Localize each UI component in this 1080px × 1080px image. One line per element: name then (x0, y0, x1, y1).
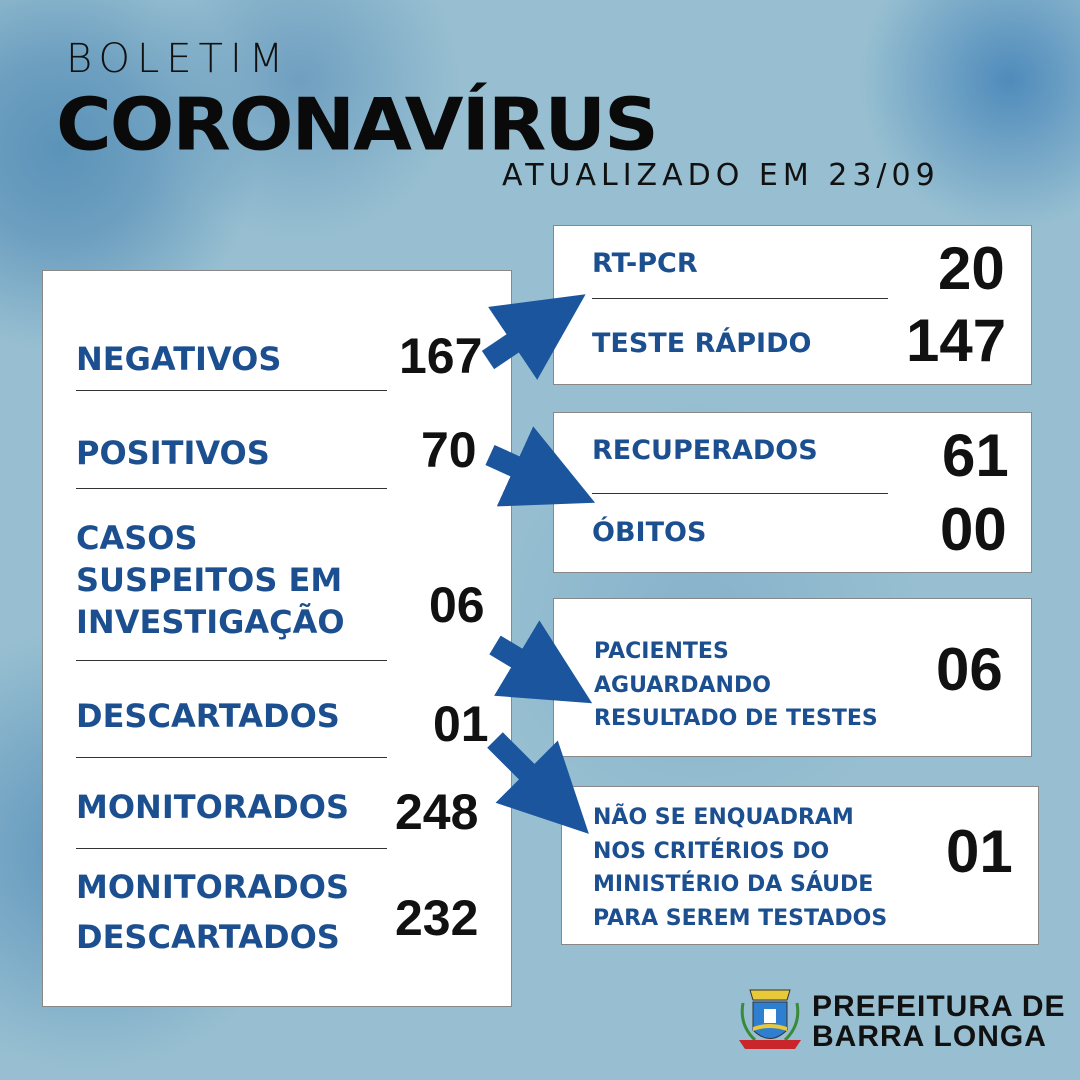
rtpcr-value: 20 (938, 235, 1005, 302)
negativos-label: NEGATIVOS (76, 340, 282, 378)
awaiting-panel: PACIENTES AGUARDANDO RESULTADO DE TESTES… (553, 598, 1032, 757)
positivos-label: POSITIVOS (76, 434, 270, 472)
divider (76, 660, 387, 661)
outcomes-panel: RECUPERADOS 61 ÓBITOS 00 (553, 412, 1032, 573)
title-main: CORONAVÍRUS (56, 82, 659, 167)
not-eligible-value: 01 (946, 818, 1013, 885)
footer-line-1: PREFEITURA DE (812, 990, 1066, 1023)
recovered-label: RECUPERADOS (592, 435, 818, 466)
divider (76, 848, 387, 849)
title-top: BOLETIM (66, 36, 291, 82)
awaiting-line-3: RESULTADO DE TESTES (594, 706, 878, 731)
suspeitos-label-1: CASOS (76, 519, 198, 557)
rapid-test-label: TESTE RÁPIDO (592, 328, 812, 359)
monitorados-descartados-label-1: MONITORADOS (76, 868, 349, 906)
awaiting-line-1: PACIENTES (594, 639, 729, 664)
arrow-icon (481, 294, 586, 380)
descartados-label: DESCARTADOS (76, 697, 340, 735)
divider (76, 390, 387, 391)
tests-panel: RT-PCR 20 TESTE RÁPIDO 147 (553, 225, 1032, 385)
arrow-icon (487, 732, 589, 834)
arrow-icon (485, 426, 596, 507)
not-eligible-line-3: MINISTÉRIO DA SÁUDE (593, 872, 874, 897)
monitorados-value: 248 (395, 784, 479, 840)
monitorados-label: MONITORADOS (76, 788, 349, 826)
footer-line-2: BARRA LONGA (812, 1020, 1047, 1053)
divider (76, 757, 387, 758)
arrow-icon (489, 620, 593, 704)
awaiting-value: 06 (936, 636, 1003, 703)
recovered-value: 61 (942, 422, 1009, 489)
coat-of-arms-logo (739, 989, 801, 1049)
not-eligible-line-4: PARA SEREM TESTADOS (593, 906, 888, 931)
suspeitos-label-2: SUSPEITOS EM (76, 561, 343, 599)
suspeitos-value: 06 (429, 577, 485, 633)
monitorados-descartados-label-2: DESCARTADOS (76, 918, 340, 956)
rtpcr-label: RT-PCR (592, 248, 698, 279)
divider (76, 488, 387, 489)
updated-date: ATUALIZADO EM 23/09 (502, 158, 940, 193)
not-eligible-panel: NÃO SE ENQUADRAM NOS CRITÉRIOS DO MINIST… (561, 786, 1039, 945)
divider (592, 298, 888, 299)
awaiting-line-2: AGUARDANDO (594, 673, 771, 698)
rapid-test-value: 147 (906, 307, 1007, 374)
descartados-value: 01 (433, 696, 489, 752)
not-eligible-line-1: NÃO SE ENQUADRAM (593, 805, 854, 830)
deaths-label: ÓBITOS (592, 517, 707, 548)
monitorados-descartados-value: 232 (395, 890, 479, 946)
suspeitos-label-3: INVESTIGAÇÃO (76, 603, 345, 641)
divider (592, 493, 888, 494)
not-eligible-line-2: NOS CRITÉRIOS DO (593, 839, 830, 864)
negativos-value: 167 (399, 328, 483, 384)
deaths-value: 00 (940, 496, 1007, 563)
positivos-value: 70 (421, 422, 477, 478)
